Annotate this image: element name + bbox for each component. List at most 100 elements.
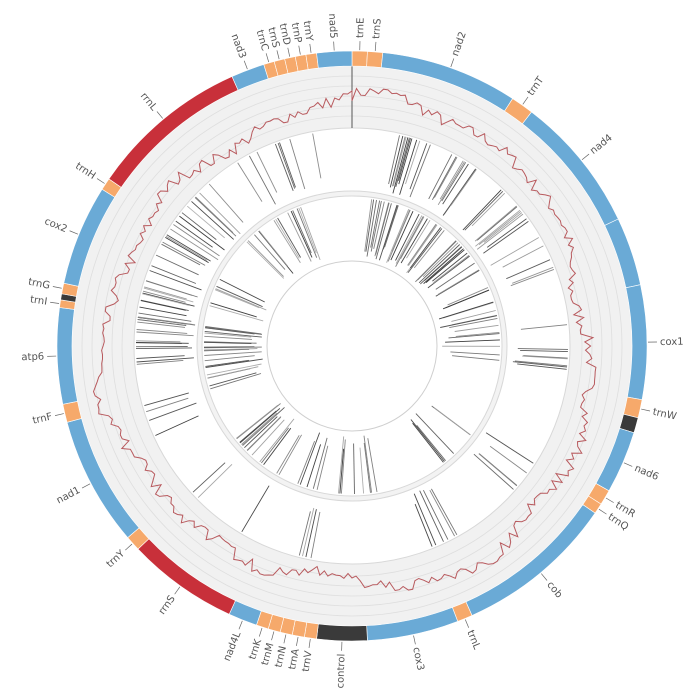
inner-track-tick [413, 230, 445, 269]
gene-label: trnE [355, 17, 367, 38]
outer-track-tick [486, 218, 527, 248]
outer-track-tick [181, 212, 217, 240]
gene-label: trnP [289, 22, 303, 44]
outer-track-tick [506, 259, 551, 280]
inner-track-tick [278, 434, 302, 475]
inner-track-tick [290, 210, 313, 258]
gene-label: trnS [265, 26, 281, 49]
label-leader [605, 497, 614, 503]
gene-ring [56, 50, 648, 642]
label-leader [598, 508, 607, 515]
inner-track-tick [395, 216, 424, 267]
inner-track-tick [205, 325, 262, 335]
outer-track-tick [520, 349, 568, 353]
inner-track-tick [442, 289, 490, 310]
outer-track-tick [139, 306, 187, 317]
outer-track-tick [475, 209, 521, 247]
outer-track-tick [462, 189, 502, 231]
inner-track-tick [214, 289, 260, 309]
inner-track-tick [297, 440, 316, 484]
inner-track-tick [276, 435, 300, 474]
label-leader [623, 462, 633, 467]
inner-track-tick [370, 200, 381, 248]
inner-track-tick [409, 227, 441, 269]
inner-track-tick [432, 252, 468, 282]
inner-track-tick [296, 208, 318, 258]
inner-track-tick [204, 351, 262, 356]
outer-track-tick [510, 268, 555, 287]
outer-track-tick [256, 151, 278, 193]
label-leader [298, 45, 301, 55]
outer-track-tick [409, 144, 431, 198]
outer-track-tick [208, 183, 244, 223]
outer-track-tick [277, 142, 296, 189]
outer-track-tick [162, 241, 206, 266]
inner-track-tick [448, 333, 500, 339]
outer-track-tick [151, 265, 197, 284]
inner-track-tick [425, 249, 465, 283]
label-leader [464, 619, 470, 628]
outer-track-tick [166, 234, 211, 262]
inner-track-tick [251, 419, 285, 456]
inner-track-tick [219, 278, 265, 303]
inner-track-tick [407, 223, 437, 266]
inner-track-tick [210, 373, 262, 390]
outer-track-tick [392, 136, 406, 187]
outer-track-tick [274, 143, 294, 191]
inner-track-tick [367, 438, 378, 492]
inner-track-tick [373, 201, 385, 249]
outer-track-tick [422, 490, 449, 540]
outer-track-tick [441, 162, 467, 202]
outer-track-tick [450, 169, 477, 206]
center-circle [266, 260, 438, 432]
label-leader [238, 620, 243, 630]
inner-track-tick [422, 242, 459, 278]
inner-track-tick [204, 355, 255, 362]
label-leader [287, 47, 291, 57]
inner-track-tick [205, 358, 263, 368]
label-leader [243, 60, 248, 70]
outer-track-tick [464, 190, 504, 231]
gene-label: control [335, 654, 347, 689]
outer-track-tick [442, 163, 469, 205]
label-leader [413, 635, 416, 645]
outer-track-tick [476, 206, 518, 241]
inner-track-tick [339, 448, 345, 494]
inner-track-tick [239, 410, 277, 443]
gene-label: trnI [29, 294, 48, 307]
outer-track-tick [289, 138, 306, 190]
label-leader [641, 408, 651, 412]
inner-track-tick [386, 209, 410, 263]
outer-track-tick [136, 331, 194, 337]
gene-label: trnS [371, 18, 384, 39]
outer-track-tick [483, 212, 523, 243]
inner-track-tick [364, 199, 373, 252]
label-leader [54, 413, 64, 416]
outer-variant-track [135, 133, 569, 559]
inner-track-tick [207, 366, 259, 379]
outer-track-tick [137, 319, 187, 326]
inner-track-tick [416, 425, 446, 461]
outer-track-tick [142, 290, 186, 303]
label-leader [50, 301, 60, 304]
inner-track-tick [205, 359, 250, 367]
outer-track-tick [165, 235, 208, 261]
label-leader [174, 586, 181, 595]
inner-track-tick [299, 432, 321, 485]
gene-label: nad5 [326, 13, 339, 39]
label-leader [309, 43, 312, 53]
inner-track-tick [445, 339, 500, 343]
outer-track-tick [194, 197, 237, 237]
inner-track-tick [203, 341, 252, 344]
label-leader [96, 178, 105, 184]
label-leader [125, 543, 133, 551]
inner-track-tick [263, 427, 292, 465]
inner-track-tick [447, 287, 489, 306]
outer-track-tick [474, 205, 517, 242]
inner-track-tick [259, 418, 295, 463]
inner-track-tick [204, 330, 262, 338]
inner-track-tick [216, 285, 263, 308]
outer-track-tick [392, 137, 409, 194]
outer-track-tick [485, 432, 534, 464]
outer-track-tick [490, 237, 540, 266]
